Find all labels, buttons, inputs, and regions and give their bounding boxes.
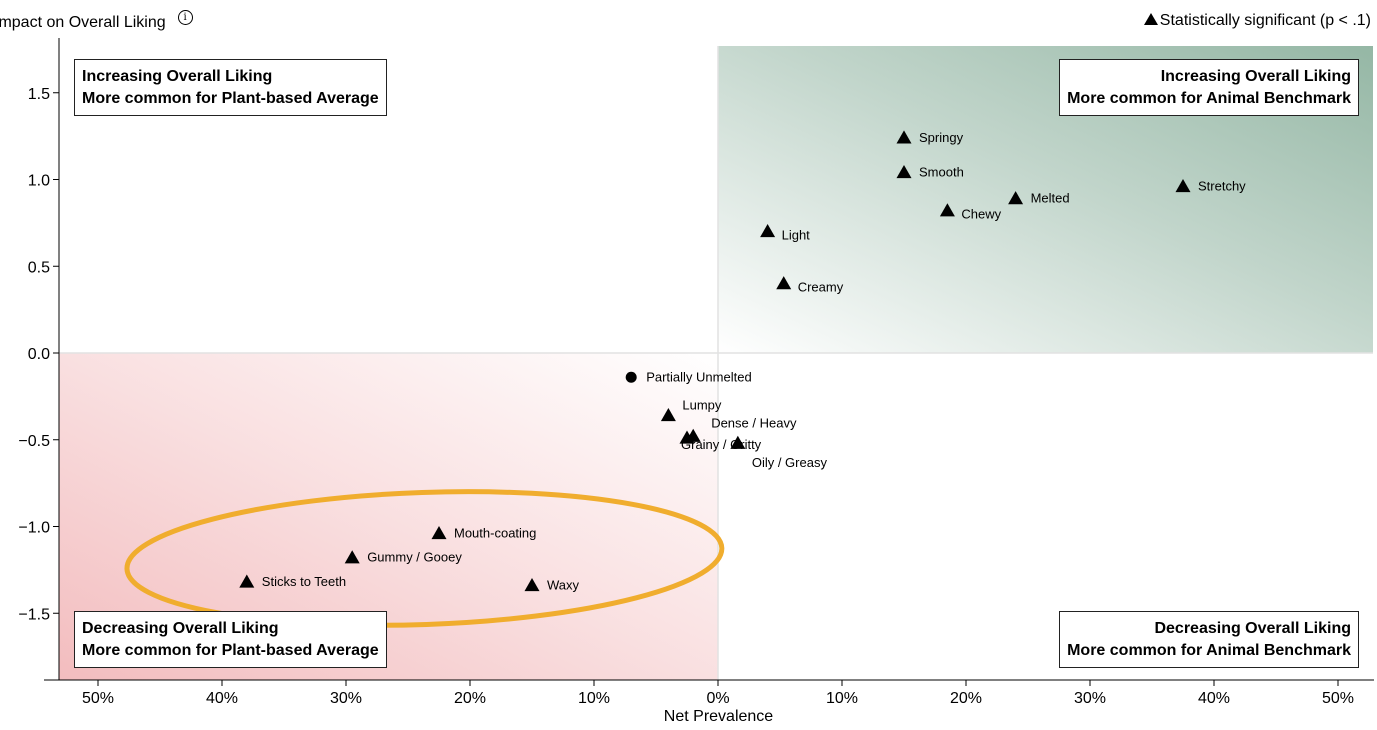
data-point-triangle	[344, 550, 360, 564]
y-tick-label: 0.0	[28, 346, 50, 363]
data-point-triangle	[939, 203, 955, 217]
y-tick-label: −1.5	[18, 606, 50, 623]
data-point-triangle	[239, 574, 255, 588]
quadrant-label-line: More common for Plant-based Average	[82, 90, 379, 107]
y-tick-label: 0.5	[28, 259, 50, 276]
data-point-label: Waxy	[547, 577, 580, 592]
y-tick-label: −1.0	[18, 520, 50, 537]
x-axis-title: Net Prevalence	[663, 708, 774, 725]
y-axis-title: Impact on Overall Liking i	[0, 10, 193, 32]
quadrant-label-line: Decreasing Overall Liking	[1154, 620, 1351, 637]
data-point-circle	[625, 371, 637, 383]
data-point-label: Mouth-coating	[454, 525, 536, 540]
y-tick-label: 1.0	[28, 173, 50, 190]
data-point-triangle	[776, 276, 792, 290]
highlight-ellipse	[124, 489, 725, 628]
data-point-label: Grainy / Gritty	[681, 437, 762, 452]
x-tick-label: 0%	[706, 690, 729, 707]
x-tick-label: 10%	[826, 690, 858, 707]
quadrant-label-line: Increasing Overall Liking	[1160, 68, 1351, 85]
x-tick-label: 50%	[82, 690, 114, 707]
data-point-triangle	[524, 577, 540, 592]
data-point-triangle	[660, 407, 676, 422]
data-point-label: Lumpy	[682, 397, 722, 412]
quadrant-label-top-right: Increasing Overall Liking More common fo…	[1059, 59, 1359, 116]
quadrant-label-line: More common for Animal Benchmark	[1067, 90, 1351, 107]
quadrant-label-line: Decreasing Overall Liking	[82, 620, 279, 637]
data-point-triangle	[760, 224, 776, 238]
data-point-label: Light	[782, 228, 811, 243]
x-tick-label: 20%	[950, 690, 982, 707]
x-tick-label: 30%	[330, 690, 362, 707]
data-point-label: Chewy	[961, 207, 1001, 222]
y-axis-title-text: Impact on Overall Liking	[0, 14, 166, 31]
quadrant-label-top-left: Increasing Overall Liking More common fo…	[74, 59, 387, 116]
x-tick-label: 10%	[578, 690, 610, 707]
x-tick-label: 50%	[1322, 690, 1354, 707]
data-point-label: Springy	[919, 130, 964, 145]
data-point-triangle	[1008, 191, 1024, 205]
quadrant-label-bottom-right: Decreasing Overall Liking More common fo…	[1059, 611, 1359, 668]
quadrant-label-line: More common for Animal Benchmark	[1067, 642, 1351, 659]
quadrant-label-bottom-left: Decreasing Overall Liking More common fo…	[74, 611, 387, 668]
data-point-label: Stretchy	[1198, 178, 1246, 193]
y-tick-label: 1.5	[28, 86, 50, 103]
data-point-label: Oily / Greasy	[752, 455, 828, 470]
data-point-triangle	[896, 165, 912, 179]
data-point-label: Partially Unmelted	[646, 369, 752, 384]
y-tick-label: −0.5	[18, 433, 50, 450]
legend: Statistically significant (p < .1)	[1143, 12, 1371, 30]
x-tick-label: 20%	[454, 690, 486, 707]
data-point-triangle	[431, 525, 447, 540]
quadrant-label-line: More common for Plant-based Average	[82, 642, 379, 659]
data-point-triangle	[896, 130, 912, 144]
x-tick-label: 40%	[1198, 690, 1230, 707]
x-tick-label: 30%	[1074, 690, 1106, 707]
data-point-label: Smooth	[919, 165, 964, 180]
data-point-label: Sticks to Teeth	[262, 574, 346, 589]
legend-text: Statistically significant (p < .1)	[1159, 12, 1371, 29]
data-point-label: Dense / Heavy	[711, 415, 797, 430]
x-tick-label: 40%	[206, 690, 238, 707]
data-point-triangle	[1175, 178, 1191, 193]
data-point-triangle	[730, 435, 746, 449]
data-point-label: Creamy	[798, 280, 844, 295]
data-point-label: Gummy / Gooey	[367, 550, 462, 565]
legend-triangle-icon	[1143, 13, 1158, 25]
data-point-triangle	[679, 430, 695, 444]
info-icon[interactable]: i	[177, 10, 193, 25]
data-point-label: Melted	[1031, 191, 1070, 206]
quadrant-label-line: Increasing Overall Liking	[82, 68, 273, 85]
